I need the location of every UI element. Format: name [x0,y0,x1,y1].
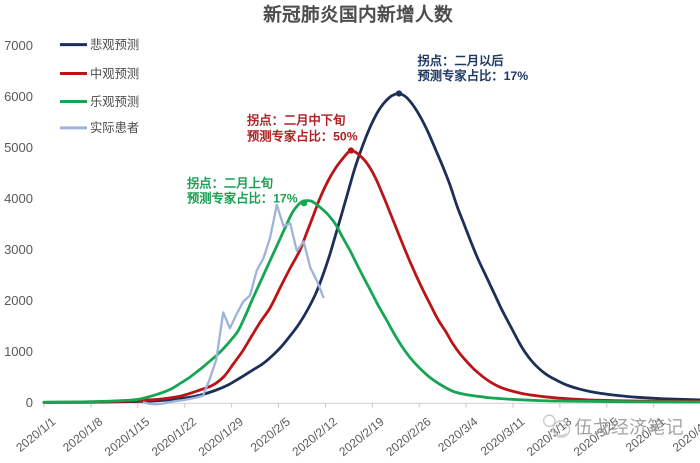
svg-text:预测专家占比：17%: 预测专家占比：17% [187,191,298,206]
svg-text:中观预测: 中观预测 [90,66,139,81]
svg-text:6000: 6000 [4,89,33,104]
svg-text:3000: 3000 [4,242,33,257]
svg-text:拐点：二月上旬: 拐点：二月上旬 [187,176,273,191]
svg-text:预测专家占比：50%: 预测专家占比：50% [247,129,358,144]
svg-text:伍戈经济笔记: 伍戈经济笔记 [575,418,684,438]
svg-text:7000: 7000 [4,38,33,53]
svg-text:预测专家占比：17%: 预测专家占比：17% [418,68,529,83]
svg-text:0: 0 [26,395,33,410]
svg-text:4000: 4000 [4,191,33,206]
svg-text:乐观预测: 乐观预测 [90,95,139,109]
svg-text:悲观预测: 悲观预测 [90,37,139,52]
svg-text:拐点：二月中下旬: 拐点：二月中下旬 [247,113,345,128]
svg-text:新冠肺炎国内新增人数: 新冠肺炎国内新增人数 [263,4,453,25]
svg-text:5000: 5000 [4,140,33,155]
svg-text:拐点：二月以后: 拐点：二月以后 [418,53,504,68]
svg-text:1000: 1000 [4,344,33,359]
svg-text:2000: 2000 [4,293,33,308]
svg-text:实际患者: 实际患者 [90,120,139,135]
